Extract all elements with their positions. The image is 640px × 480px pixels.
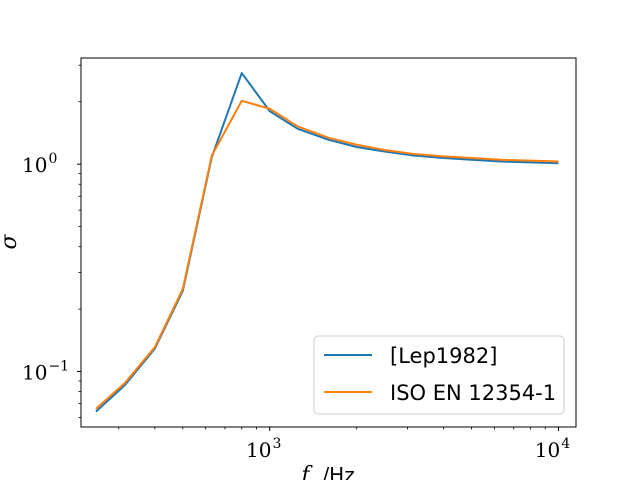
y-tick-label: 10−1 bbox=[22, 359, 69, 385]
legend-frame bbox=[313, 335, 565, 415]
legend-label-lep1982: [Lep1982] bbox=[390, 344, 497, 368]
y-tick-label: 100 bbox=[22, 151, 57, 177]
x-axis-variable: f bbox=[299, 463, 313, 480]
axes: 103 104 10−1 100 bbox=[22, 57, 577, 462]
legend: [Lep1982] ISO EN 12354-1 bbox=[313, 335, 565, 415]
y-axis-label: σ bbox=[0, 234, 22, 250]
x-axis-unit: /Hz bbox=[322, 463, 354, 480]
series-line-iso-en-12354-1 bbox=[95, 99, 559, 410]
x-tick-label: 104 bbox=[535, 436, 570, 462]
legend-label-iso: ISO EN 12354-1 bbox=[390, 381, 556, 405]
x-tick-label: 103 bbox=[246, 436, 281, 462]
plot-frame bbox=[80, 57, 577, 428]
plot-area bbox=[95, 72, 559, 413]
x-axis-label: f /Hz bbox=[299, 463, 354, 480]
